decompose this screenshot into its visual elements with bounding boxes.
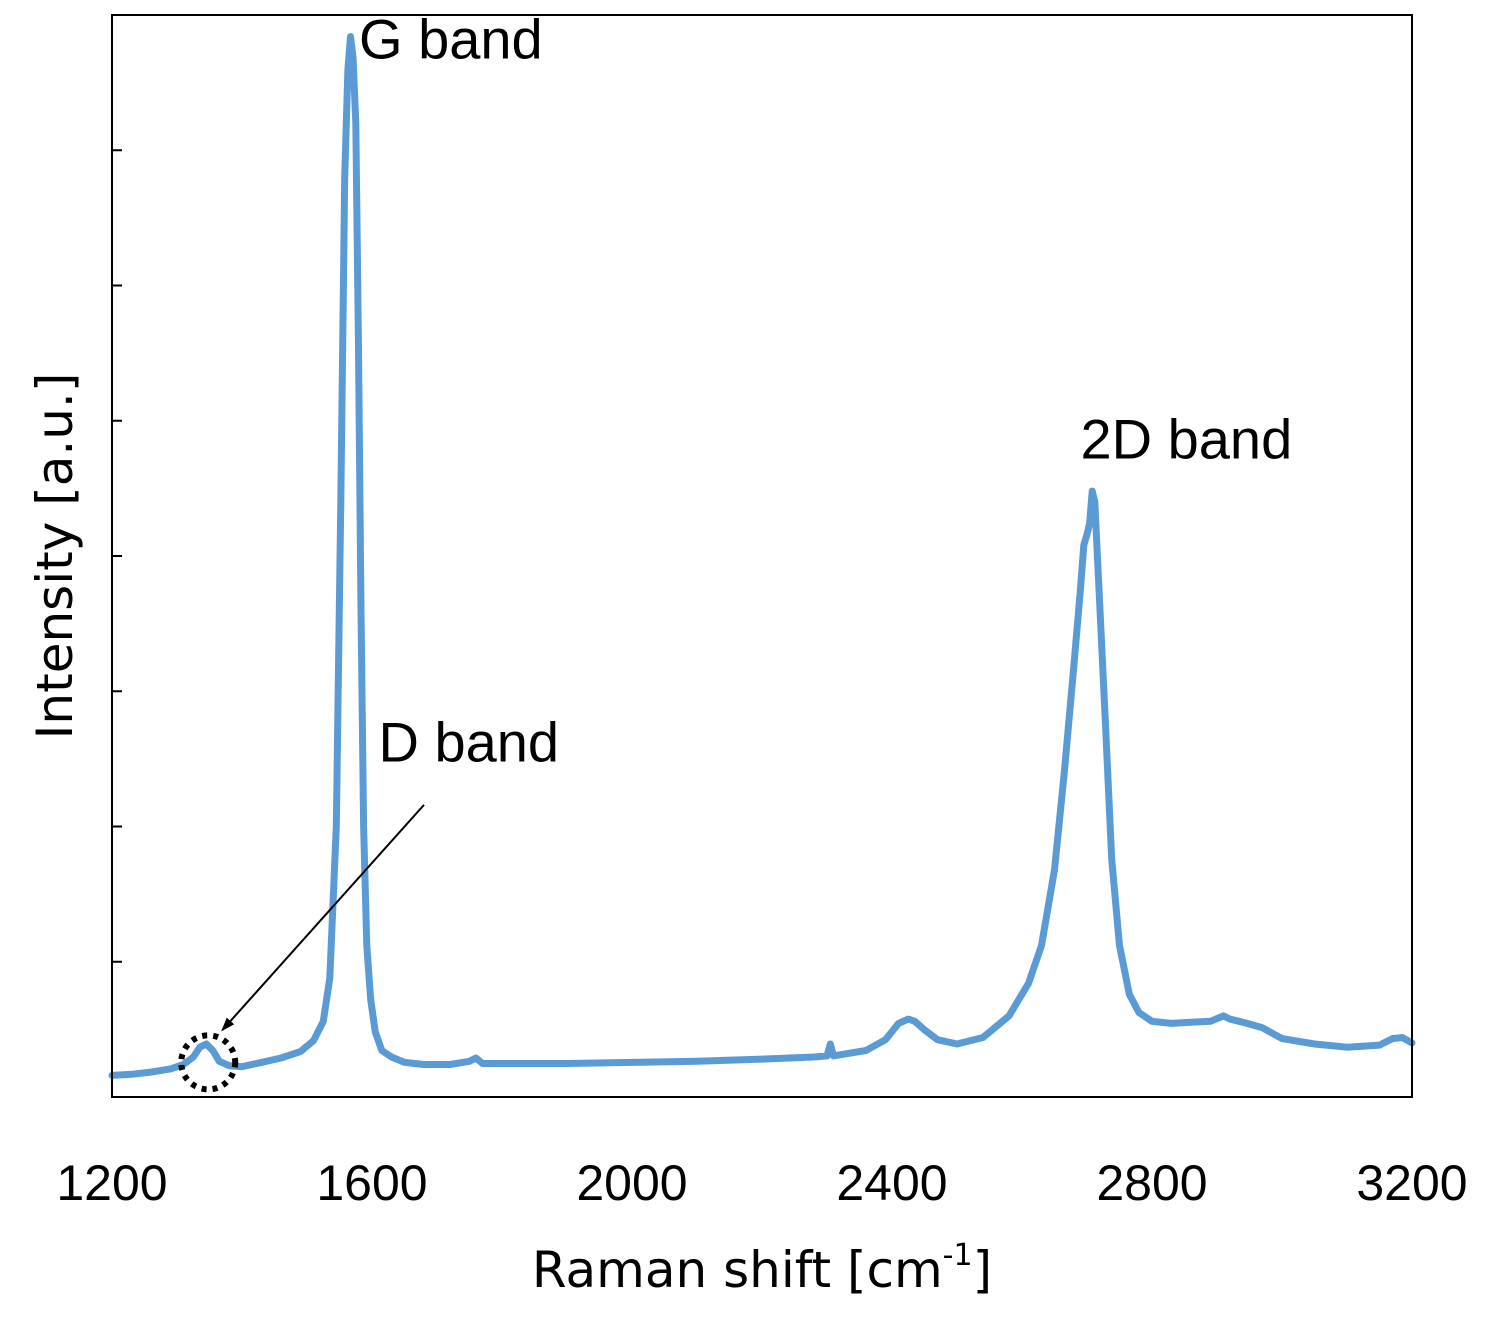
x-axis-title-main: Raman shift [cm [532,1241,943,1299]
x-tick-labels: 1200 1600 2000 2400 2800 3200 [56,1155,1467,1211]
x-tick-label: 1200 [56,1155,167,1211]
x-tick-label: 2800 [1096,1155,1207,1211]
y-tick-marks [112,149,122,963]
annotation-label: D band [379,711,560,774]
y-axis-title: Intensity [a.u.] [26,373,84,740]
x-axis-title-superscript: -1 [943,1238,973,1273]
spectrum-line [108,33,1416,1079]
x-tick-label: 2000 [576,1155,687,1211]
annotation-circle [178,1032,239,1093]
annotations: G band 2D band D band [178,7,1293,1093]
annotation-label: G band [359,7,543,70]
plot-area-frame [111,14,1413,1098]
x-axis-title-tail: ] [973,1241,993,1299]
x-axis-title: Raman shift [cm-1] [532,1238,992,1299]
annotation-arrow [221,804,425,1032]
x-tick-label: 2400 [836,1155,947,1211]
annotation-label: 2D band [1081,408,1293,471]
x-tick-label: 3200 [1356,1155,1467,1211]
x-tick-label: 1600 [316,1155,427,1211]
